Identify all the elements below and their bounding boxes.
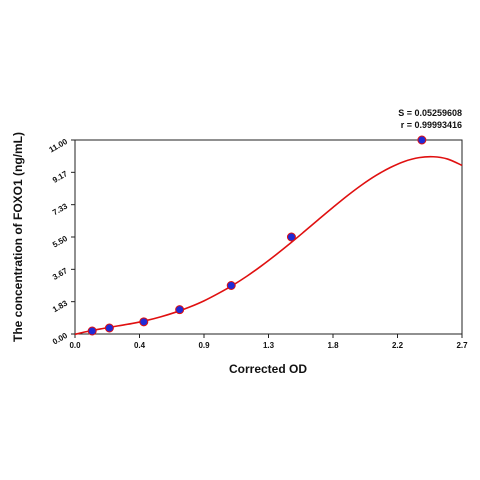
data-point bbox=[286, 232, 296, 242]
data-points bbox=[87, 135, 427, 336]
x-tick-label: 0.0 bbox=[69, 341, 81, 350]
x-tick-label: 2.7 bbox=[456, 341, 468, 350]
y-tick-label: 3.67 bbox=[51, 266, 69, 282]
y-tick-label: 11.00 bbox=[48, 137, 70, 155]
fit-curve-line bbox=[74, 155, 463, 336]
y-tick-label: 7.33 bbox=[51, 201, 69, 217]
x-tick-label: 2.2 bbox=[392, 341, 404, 350]
plot-frame bbox=[74, 139, 463, 335]
data-point bbox=[104, 323, 114, 333]
data-point bbox=[87, 326, 97, 336]
data-point bbox=[226, 281, 236, 290]
y-axis-ticks: 0.00 1.83 3.67 5.50 7.33 9.17 11.00 bbox=[48, 137, 75, 347]
y-tick-label: 0.00 bbox=[51, 331, 69, 347]
data-point bbox=[139, 317, 149, 327]
x-tick-label: 0.9 bbox=[198, 341, 210, 350]
y-tick-label: 1.83 bbox=[51, 298, 69, 314]
stat-s-value: S = 0.05259608 bbox=[398, 108, 462, 118]
y-tick-label: 9.17 bbox=[51, 169, 69, 185]
x-tick-label: 1.3 bbox=[263, 341, 275, 350]
y-tick-label: 5.50 bbox=[51, 234, 69, 250]
stat-r-value: r = 0.99993416 bbox=[401, 120, 462, 130]
x-tick-label: 1.8 bbox=[327, 341, 339, 350]
y-axis-title: The concentration of FOXO1 (ng/mL) bbox=[11, 132, 25, 342]
x-axis-title: Corrected OD bbox=[229, 362, 307, 376]
x-axis-ticks: 0.0 0.4 0.9 1.3 1.8 2.2 2.7 bbox=[69, 334, 468, 350]
data-point bbox=[175, 305, 185, 315]
x-tick-label: 0.4 bbox=[134, 341, 146, 350]
data-point bbox=[417, 135, 427, 145]
